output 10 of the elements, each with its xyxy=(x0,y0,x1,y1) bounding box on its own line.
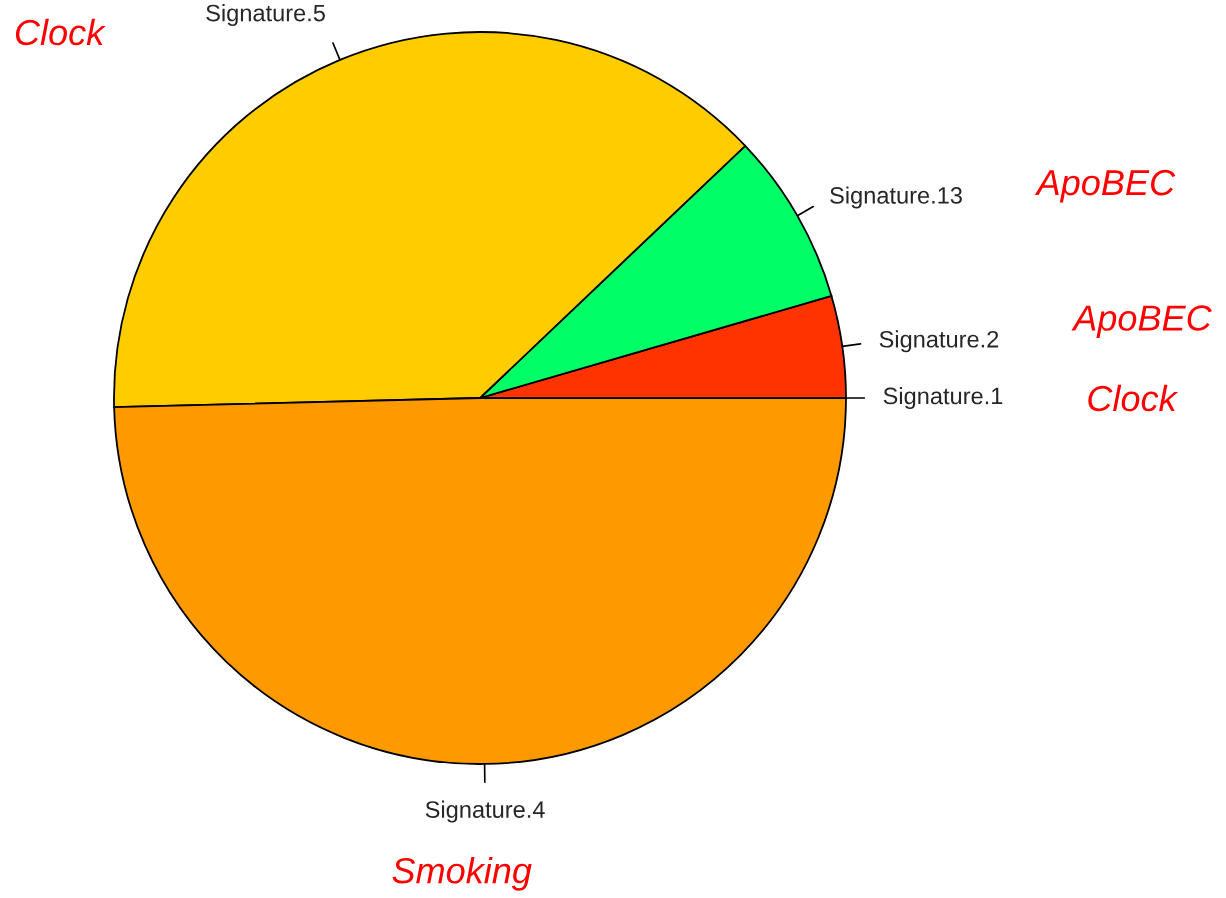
text: ApoBEC xyxy=(1071,305,1212,338)
text: Clock xyxy=(1088,384,1179,412)
legend-label: Signature.1 xyxy=(883,386,1003,409)
slice-label: Signature.13 xyxy=(830,186,962,209)
slice-label: Signature.2 xyxy=(879,330,999,353)
slice-label: Signature.4 xyxy=(425,800,545,823)
text: ApoBEC xyxy=(1034,169,1176,203)
text: Clock xyxy=(15,18,106,46)
text: Smoking xyxy=(392,856,532,891)
slice-label: Signature.5 xyxy=(206,4,325,27)
